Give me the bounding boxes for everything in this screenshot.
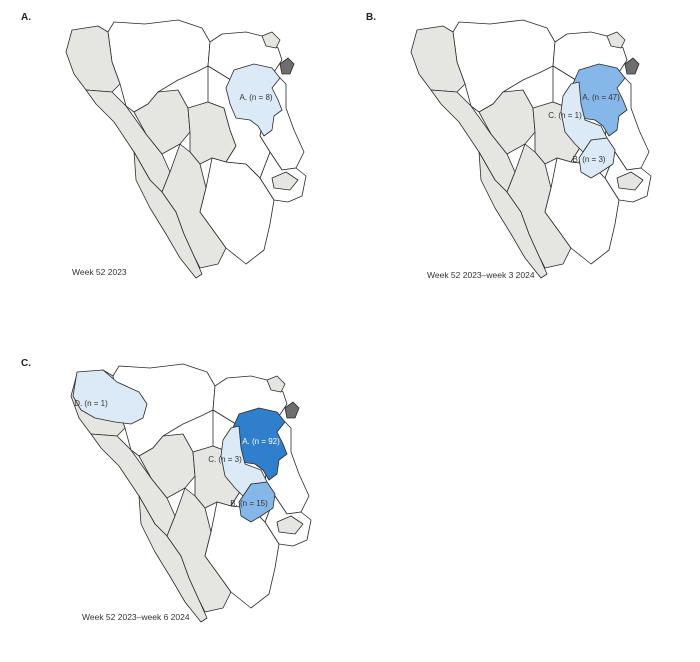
case-area-label-a: A. (n = 47) <box>582 93 620 102</box>
case-area-c <box>560 81 608 153</box>
panel-b-map: A. (n = 47) B. (n = 3) C. (n = 1) <box>410 19 652 279</box>
case-area-label-d: D. (n = 1) <box>74 399 108 408</box>
region-northwest <box>65 25 121 93</box>
panel-a-caption: Week 52 2023 <box>72 267 127 277</box>
highlight-area <box>279 57 295 75</box>
region-small-gray-north <box>266 375 286 393</box>
case-area-label-a: A. (n = 8) <box>239 93 272 102</box>
panel-b-caption: Week 52 2023–week 3 2024 <box>427 270 535 280</box>
highlight-area <box>624 57 640 75</box>
region-center-gray <box>138 433 196 499</box>
panel-a-map: A. (n = 8) <box>65 19 307 279</box>
case-area-d <box>72 369 148 425</box>
region-small-gray-east <box>616 171 644 191</box>
panel-c-map: A. (n = 92) B. (n = 15) C. (n = 3) D. (n = … <box>70 363 312 623</box>
panel-c-caption: Week 52 2023–week 6 2024 <box>82 612 190 622</box>
region-small-gray-east <box>276 515 304 535</box>
case-area-a <box>225 63 283 137</box>
region-northwest <box>410 25 466 93</box>
case-area-label-b: B. (n = 15) <box>230 499 268 508</box>
region-north-center <box>452 19 556 113</box>
region-center-gray <box>133 89 191 155</box>
case-area-c <box>220 425 268 497</box>
case-area-label-c: C. (n = 3) <box>208 455 242 464</box>
case-area-label-b: B. (n = 3) <box>572 155 605 164</box>
region-center-gray <box>478 89 536 155</box>
panel-a-letter: A. <box>21 12 31 23</box>
case-area-label-a: A. (n = 92) <box>242 437 280 446</box>
region-north-center <box>112 363 216 457</box>
region-north-center <box>107 19 211 113</box>
case-area-b <box>578 137 616 179</box>
region-small-gray-north <box>606 31 626 49</box>
panel-b-letter: B. <box>366 12 376 23</box>
case-area-label-c: C. (n = 1) <box>548 111 582 120</box>
panel-c-letter: C. <box>21 358 31 369</box>
region-small-gray-east <box>271 171 299 191</box>
region-small-gray-north <box>261 31 281 49</box>
highlight-area <box>284 401 300 419</box>
case-area-b <box>238 481 276 523</box>
